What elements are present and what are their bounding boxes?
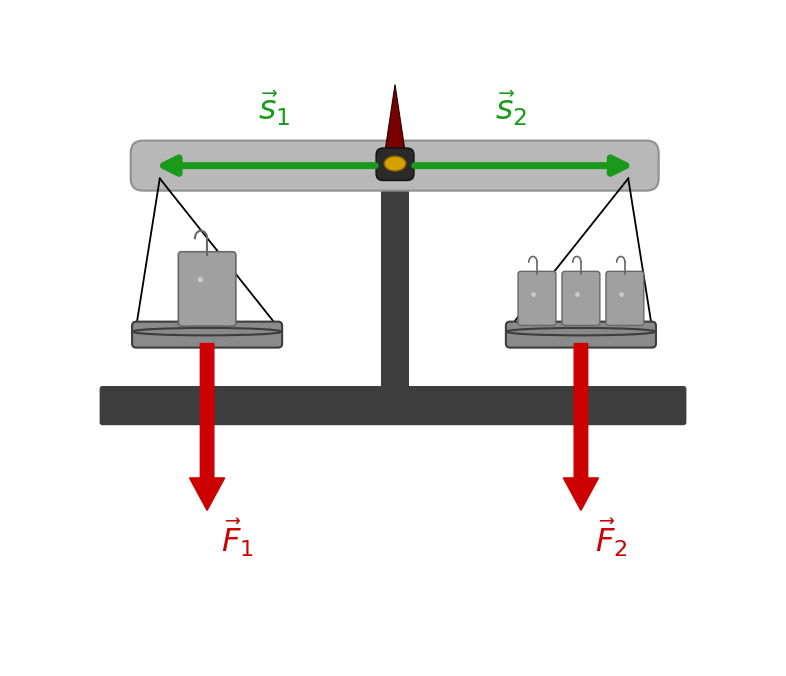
Bar <box>381 179 410 409</box>
Text: $\vec{F}_2$: $\vec{F}_2$ <box>595 516 628 559</box>
Ellipse shape <box>506 328 656 335</box>
Text: $\vec{s}_1$: $\vec{s}_1$ <box>259 89 291 128</box>
FancyBboxPatch shape <box>132 322 282 347</box>
FancyBboxPatch shape <box>506 322 656 347</box>
Ellipse shape <box>384 156 406 171</box>
FancyBboxPatch shape <box>130 141 659 191</box>
FancyArrow shape <box>189 343 225 510</box>
FancyBboxPatch shape <box>606 271 644 325</box>
FancyBboxPatch shape <box>376 148 414 180</box>
FancyBboxPatch shape <box>562 271 600 325</box>
FancyBboxPatch shape <box>178 251 236 326</box>
Polygon shape <box>383 84 407 166</box>
FancyBboxPatch shape <box>100 386 686 425</box>
Ellipse shape <box>133 328 281 335</box>
Text: $\vec{F}_1$: $\vec{F}_1$ <box>221 516 254 559</box>
FancyArrow shape <box>564 343 598 510</box>
FancyBboxPatch shape <box>518 271 556 325</box>
Text: $\vec{s}_2$: $\vec{s}_2$ <box>495 89 527 128</box>
